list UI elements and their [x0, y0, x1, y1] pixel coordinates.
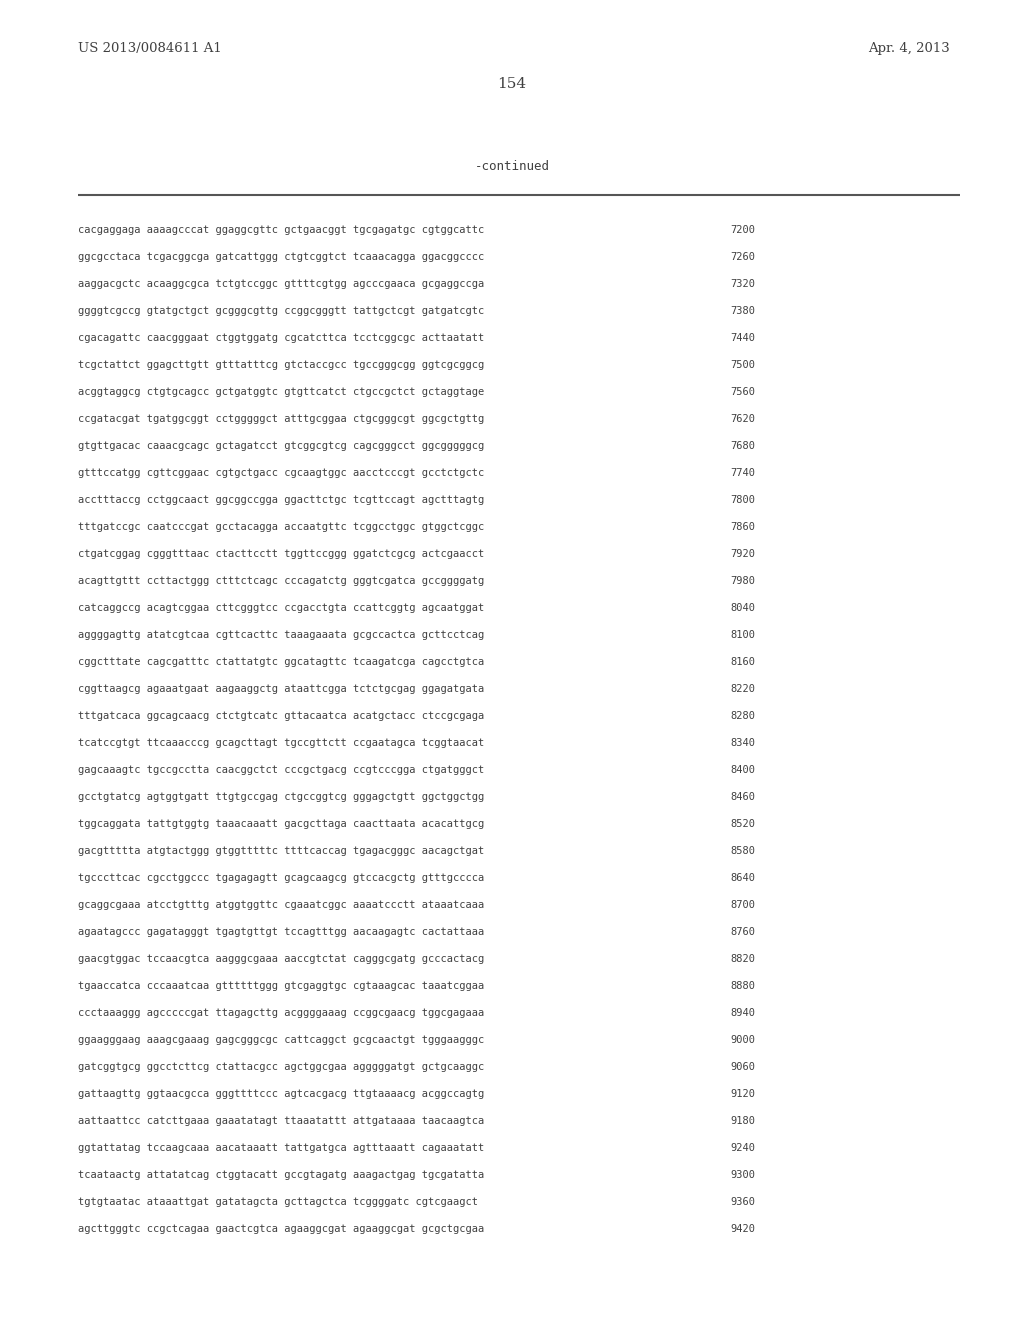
Text: gagcaaagtc tgccgcctta caacggctct cccgctgacg ccgtcccgga ctgatgggct: gagcaaagtc tgccgcctta caacggctct cccgctg… [78, 766, 484, 775]
Text: ctgatcggag cgggtttaac ctacttcctt tggttccggg ggatctcgcg actcgaacct: ctgatcggag cgggtttaac ctacttcctt tggttcc… [78, 549, 484, 558]
Text: 9120: 9120 [730, 1089, 755, 1100]
Text: 7320: 7320 [730, 279, 755, 289]
Text: agaatagccc gagatagggt tgagtgttgt tccagtttgg aacaagagtc cactattaaa: agaatagccc gagatagggt tgagtgttgt tccagtt… [78, 927, 484, 937]
Text: 8040: 8040 [730, 603, 755, 612]
Text: US 2013/0084611 A1: US 2013/0084611 A1 [78, 42, 222, 55]
Text: gattaagttg ggtaacgcca gggttttccc agtcacgacg ttgtaaaacg acggccagtg: gattaagttg ggtaacgcca gggttttccc agtcacg… [78, 1089, 484, 1100]
Text: gcaggcgaaa atcctgtttg atggtggttc cgaaatcggc aaaatccctt ataaatcaaa: gcaggcgaaa atcctgtttg atggtggttc cgaaatc… [78, 900, 484, 909]
Text: 9240: 9240 [730, 1143, 755, 1152]
Text: 8100: 8100 [730, 630, 755, 640]
Text: aaggacgctc acaaggcgca tctgtccggc gttttcgtgg agcccgaaca gcgaggccga: aaggacgctc acaaggcgca tctgtccggc gttttcg… [78, 279, 484, 289]
Text: 7620: 7620 [730, 414, 755, 424]
Text: 8400: 8400 [730, 766, 755, 775]
Text: 7860: 7860 [730, 521, 755, 532]
Text: cggctttate cagcgatttc ctattatgtc ggcatagttc tcaagatcga cagcctgtca: cggctttate cagcgatttc ctattatgtc ggcatag… [78, 657, 484, 667]
Text: 9420: 9420 [730, 1224, 755, 1234]
Text: acggtaggcg ctgtgcagcc gctgatggtc gtgttcatct ctgccgctct gctaggtage: acggtaggcg ctgtgcagcc gctgatggtc gtgttca… [78, 387, 484, 397]
Text: catcaggccg acagtcggaa cttcgggtcc ccgacctgta ccattcggtg agcaatggat: catcaggccg acagtcggaa cttcgggtcc ccgacct… [78, 603, 484, 612]
Text: 9000: 9000 [730, 1035, 755, 1045]
Text: 7500: 7500 [730, 360, 755, 370]
Text: 9300: 9300 [730, 1170, 755, 1180]
Text: 7200: 7200 [730, 224, 755, 235]
Text: 8880: 8880 [730, 981, 755, 991]
Text: 8700: 8700 [730, 900, 755, 909]
Text: 8640: 8640 [730, 873, 755, 883]
Text: ggtattatag tccaagcaaa aacataaatt tattgatgca agtttaaatt cagaaatatt: ggtattatag tccaagcaaa aacataaatt tattgat… [78, 1143, 484, 1152]
Text: 154: 154 [498, 77, 526, 91]
Text: gtgttgacac caaacgcagc gctagatcct gtcggcgtcg cagcgggcct ggcgggggcg: gtgttgacac caaacgcagc gctagatcct gtcggcg… [78, 441, 484, 451]
Text: 7560: 7560 [730, 387, 755, 397]
Text: 8580: 8580 [730, 846, 755, 855]
Text: gtttccatgg cgttcggaac cgtgctgacc cgcaagtggc aacctcccgt gcctctgctc: gtttccatgg cgttcggaac cgtgctgacc cgcaagt… [78, 469, 484, 478]
Text: ggcgcctaca tcgacggcga gatcattggg ctgtcggtct tcaaacagga ggacggcccc: ggcgcctaca tcgacggcga gatcattggg ctgtcgg… [78, 252, 484, 261]
Text: 8940: 8940 [730, 1008, 755, 1018]
Text: agcttgggtc ccgctcagaa gaactcgtca agaaggcgat agaaggcgat gcgctgcgaa: agcttgggtc ccgctcagaa gaactcgtca agaaggc… [78, 1224, 484, 1234]
Text: Apr. 4, 2013: Apr. 4, 2013 [868, 42, 950, 55]
Text: tttgatccgc caatcccgat gcctacagga accaatgttc tcggcctggc gtggctcggc: tttgatccgc caatcccgat gcctacagga accaatg… [78, 521, 484, 532]
Text: 7800: 7800 [730, 495, 755, 506]
Text: tggcaggata tattgtggtg taaacaaatt gacgcttaga caacttaata acacattgcg: tggcaggata tattgtggtg taaacaaatt gacgctt… [78, 818, 484, 829]
Text: gaacgtggac tccaacgtca aagggcgaaa aaccgtctat cagggcgatg gcccactacg: gaacgtggac tccaacgtca aagggcgaaa aaccgtc… [78, 954, 484, 964]
Text: 8340: 8340 [730, 738, 755, 748]
Text: gcctgtatcg agtggtgatt ttgtgccgag ctgccggtcg gggagctgtt ggctggctgg: gcctgtatcg agtggtgatt ttgtgccgag ctgccgg… [78, 792, 484, 803]
Text: ggggtcgccg gtatgctgct gcgggcgttg ccggcgggtt tattgctcgt gatgatcgtc: ggggtcgccg gtatgctgct gcgggcgttg ccggcgg… [78, 306, 484, 315]
Text: aggggagttg atatcgtcaa cgttcacttc taaagaaata gcgccactca gcttcctcag: aggggagttg atatcgtcaa cgttcacttc taaagaa… [78, 630, 484, 640]
Text: cgacagattc caacgggaat ctggtggatg cgcatcttca tcctcggcgc acttaatatt: cgacagattc caacgggaat ctggtggatg cgcatct… [78, 333, 484, 343]
Text: 8820: 8820 [730, 954, 755, 964]
Text: 9180: 9180 [730, 1115, 755, 1126]
Text: 7380: 7380 [730, 306, 755, 315]
Text: tcatccgtgt ttcaaacccg gcagcttagt tgccgttctt ccgaatagca tcggtaacat: tcatccgtgt ttcaaacccg gcagcttagt tgccgtt… [78, 738, 484, 748]
Text: tgtgtaatac ataaattgat gatatagcta gcttagctca tcggggatc cgtcgaagct: tgtgtaatac ataaattgat gatatagcta gcttagc… [78, 1197, 478, 1206]
Text: 8520: 8520 [730, 818, 755, 829]
Text: acagttgttt ccttactggg ctttctcagc cccagatctg gggtcgatca gccggggatg: acagttgttt ccttactggg ctttctcagc cccagat… [78, 576, 484, 586]
Text: cggttaagcg agaaatgaat aagaaggctg ataattcgga tctctgcgag ggagatgata: cggttaagcg agaaatgaat aagaaggctg ataattc… [78, 684, 484, 694]
Text: tcaataactg attatatcag ctggtacatt gccgtagatg aaagactgag tgcgatatta: tcaataactg attatatcag ctggtacatt gccgtag… [78, 1170, 484, 1180]
Text: gatcggtgcg ggcctcttcg ctattacgcc agctggcgaa agggggatgt gctgcaaggc: gatcggtgcg ggcctcttcg ctattacgcc agctggc… [78, 1063, 484, 1072]
Text: 8760: 8760 [730, 927, 755, 937]
Text: 7680: 7680 [730, 441, 755, 451]
Text: tcgctattct ggagcttgtt gtttatttcg gtctaccgcc tgccgggcgg ggtcgcggcg: tcgctattct ggagcttgtt gtttatttcg gtctacc… [78, 360, 484, 370]
Text: 7980: 7980 [730, 576, 755, 586]
Text: 9360: 9360 [730, 1197, 755, 1206]
Text: ccgatacgat tgatggcggt cctgggggct atttgcggaa ctgcgggcgt ggcgctgttg: ccgatacgat tgatggcggt cctgggggct atttgcg… [78, 414, 484, 424]
Text: 7260: 7260 [730, 252, 755, 261]
Text: 7740: 7740 [730, 469, 755, 478]
Text: 8220: 8220 [730, 684, 755, 694]
Text: tgaaccatca cccaaatcaa gttttttggg gtcgaggtgc cgtaaagcac taaatcggaa: tgaaccatca cccaaatcaa gttttttggg gtcgagg… [78, 981, 484, 991]
Text: tttgatcaca ggcagcaacg ctctgtcatc gttacaatca acatgctacc ctccgcgaga: tttgatcaca ggcagcaacg ctctgtcatc gttacaa… [78, 711, 484, 721]
Text: ccctaaaggg agcccccgat ttagagcttg acggggaaag ccggcgaacg tggcgagaaa: ccctaaaggg agcccccgat ttagagcttg acgggga… [78, 1008, 484, 1018]
Text: cacgaggaga aaaagcccat ggaggcgttc gctgaacggt tgcgagatgc cgtggcattc: cacgaggaga aaaagcccat ggaggcgttc gctgaac… [78, 224, 484, 235]
Text: 7920: 7920 [730, 549, 755, 558]
Text: ggaagggaag aaagcgaaag gagcgggcgc cattcaggct gcgcaactgt tgggaagggc: ggaagggaag aaagcgaaag gagcgggcgc cattcag… [78, 1035, 484, 1045]
Text: 9060: 9060 [730, 1063, 755, 1072]
Text: acctttaccg cctggcaact ggcggccgga ggacttctgc tcgttccagt agctttagtg: acctttaccg cctggcaact ggcggccgga ggacttc… [78, 495, 484, 506]
Text: -continued: -continued [474, 160, 550, 173]
Text: 7440: 7440 [730, 333, 755, 343]
Text: 8280: 8280 [730, 711, 755, 721]
Text: 8160: 8160 [730, 657, 755, 667]
Text: 8460: 8460 [730, 792, 755, 803]
Text: aattaattcc catcttgaaa gaaatatagt ttaaatattt attgataaaa taacaagtca: aattaattcc catcttgaaa gaaatatagt ttaaata… [78, 1115, 484, 1126]
Text: tgcccttcac cgcctggccc tgagagagtt gcagcaagcg gtccacgctg gtttgcccca: tgcccttcac cgcctggccc tgagagagtt gcagcaa… [78, 873, 484, 883]
Text: gacgttttta atgtactggg gtggtttttc ttttcaccag tgagacgggc aacagctgat: gacgttttta atgtactggg gtggtttttc ttttcac… [78, 846, 484, 855]
